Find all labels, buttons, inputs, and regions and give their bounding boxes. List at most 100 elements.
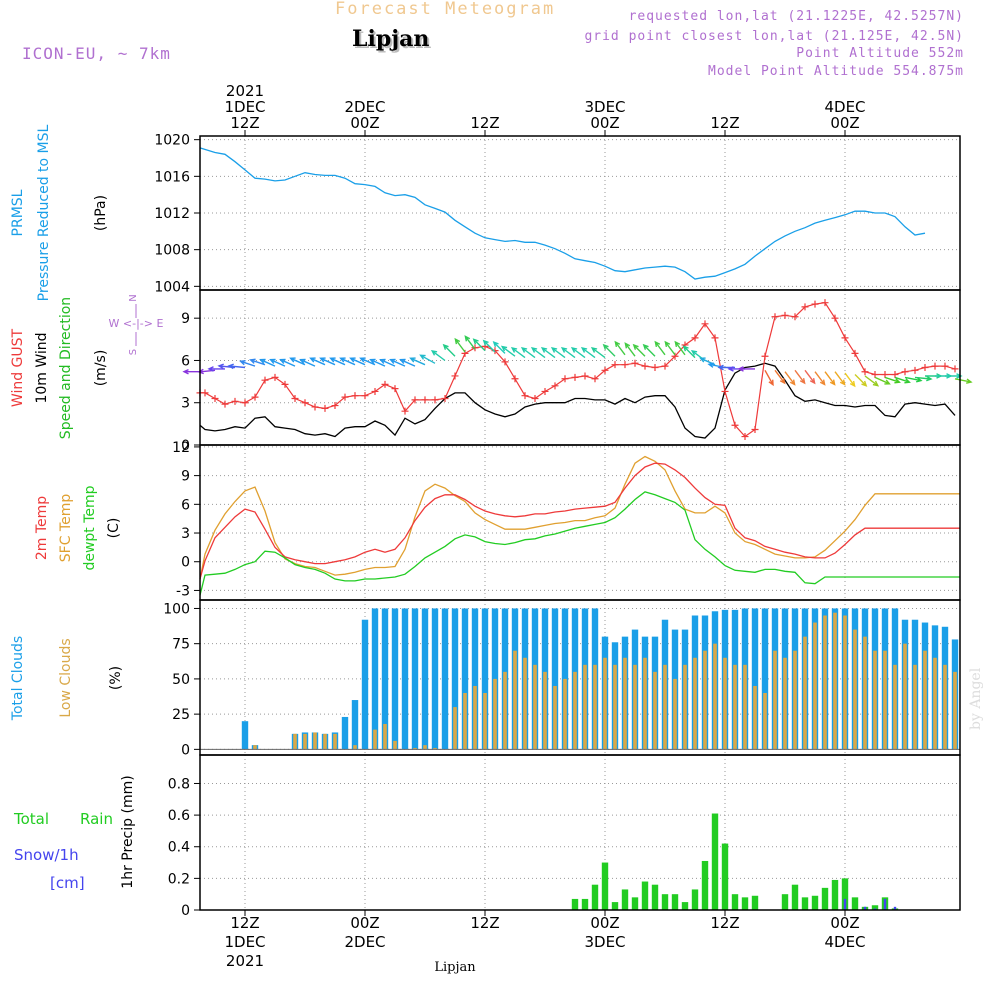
gust-marker xyxy=(601,366,609,374)
ytick-label: 1008 xyxy=(154,243,190,259)
gust-marker xyxy=(871,371,879,379)
low-cloud-bar xyxy=(913,664,917,750)
bottom-time-label: 1DEC xyxy=(224,933,265,951)
gust-marker xyxy=(311,403,319,411)
gust-marker xyxy=(421,396,429,404)
wind-direction-arrow xyxy=(464,335,476,350)
gust-marker xyxy=(211,395,219,402)
gust-marker xyxy=(521,392,529,400)
wind-direction-arrow xyxy=(864,375,880,387)
low-cloud-bar xyxy=(253,745,257,750)
gust-marker xyxy=(641,362,649,370)
low-cloud-bar xyxy=(933,657,937,750)
wind-direction-arrow xyxy=(249,358,266,366)
low-cloud-bar xyxy=(703,650,707,750)
ytick-label: 1020 xyxy=(154,133,190,149)
rain-bar xyxy=(831,879,839,910)
wind-direction-arrow xyxy=(844,372,856,388)
low-cloud-bar xyxy=(873,650,877,750)
wind-direction-arrow xyxy=(804,369,816,385)
low-cloud-bar xyxy=(733,664,737,750)
gust-marker xyxy=(411,396,419,404)
low-cloud-bar xyxy=(583,664,587,750)
gust-marker xyxy=(351,392,359,400)
ytick-label: 6 xyxy=(181,353,190,369)
low-cloud-bar xyxy=(303,733,307,750)
rain-bar xyxy=(711,813,719,910)
low-cloud-bar xyxy=(893,664,897,750)
wind-direction-arrow xyxy=(834,371,846,386)
ytick-label: -3 xyxy=(176,583,190,599)
gust-marker xyxy=(581,372,589,380)
low-cloud-bar xyxy=(523,657,527,750)
low-cloud-bar xyxy=(623,657,627,750)
low-cloud-bar xyxy=(413,747,417,750)
bottom-time-label: 4DEC xyxy=(824,933,865,951)
bottom-time-label: 2DEC xyxy=(344,933,385,951)
wind-direction-arrow xyxy=(339,357,356,366)
snow-bar xyxy=(873,908,877,910)
rain-bar xyxy=(581,898,589,910)
gust-marker xyxy=(731,421,739,429)
ytick-label: 0 xyxy=(181,438,190,454)
rain-bar xyxy=(681,902,689,910)
wind-direction-arrow xyxy=(945,373,963,379)
series-sfc xyxy=(199,455,960,580)
rain-bar xyxy=(871,905,879,910)
gust-marker xyxy=(391,385,399,393)
low-cloud-bar xyxy=(633,664,637,750)
wind-direction-arrow xyxy=(182,368,200,375)
top-time-label: 2DEC xyxy=(344,98,385,116)
gust-marker xyxy=(401,407,409,415)
gust-marker xyxy=(441,395,449,402)
wind-direction-arrow xyxy=(472,338,486,352)
series-t2m xyxy=(199,462,960,580)
total-cloud-bar xyxy=(551,608,559,750)
snow-bar xyxy=(883,898,887,910)
rain-bar xyxy=(671,894,679,910)
wind-direction-arrow xyxy=(540,347,556,359)
low-cloud-bar xyxy=(533,664,537,750)
panel-precip: 0 0.2 0.4 0.6 0.8 xyxy=(168,755,960,919)
top-time-label: 00Z xyxy=(830,114,859,132)
rain-bar xyxy=(601,862,609,910)
gust-marker xyxy=(561,375,569,383)
wind-direction-arrow xyxy=(419,354,436,364)
gust-marker xyxy=(331,402,339,410)
top-time-label: 12Z xyxy=(230,114,259,132)
rain-bar xyxy=(781,894,789,910)
low-cloud-bar xyxy=(663,664,667,750)
gust-marker xyxy=(341,393,349,401)
gust-marker xyxy=(511,375,519,383)
low-cloud-bar xyxy=(853,629,857,750)
low-cloud-bar xyxy=(383,724,387,750)
bottom-time-label: 00Z xyxy=(590,914,619,932)
model-altitude: Model Point Altitude 554.875m xyxy=(708,64,964,79)
gust-marker xyxy=(721,387,729,395)
sfc-temp-label: SFC Temp xyxy=(58,494,74,563)
gust-marker xyxy=(771,313,779,321)
total-cloud-bar xyxy=(341,716,349,750)
rain-bar xyxy=(791,884,799,910)
ytick-label: 1004 xyxy=(154,279,190,295)
gust-marker xyxy=(251,393,259,401)
snow-bar xyxy=(843,898,847,910)
compass-north: N xyxy=(128,294,139,301)
gust-marker xyxy=(941,362,949,370)
wind-direction-arrow xyxy=(824,371,836,386)
wind-direction-arrow xyxy=(954,378,973,384)
wind-direction-arrow xyxy=(430,349,446,362)
rain-bar xyxy=(841,878,849,910)
rain-bar xyxy=(691,889,699,910)
wind-direction-arrow xyxy=(349,357,366,366)
wind-direction-arrow xyxy=(299,358,316,367)
gust-marker xyxy=(831,314,839,322)
wind-direction-arrow xyxy=(207,366,225,372)
wind-direction-arrow xyxy=(737,366,755,372)
total-cloud-bar xyxy=(391,608,399,750)
wind-direction-arrow xyxy=(570,347,586,359)
gust-marker xyxy=(711,334,719,342)
panel-frame-precip xyxy=(199,754,961,911)
low-cloud-bar xyxy=(293,733,297,750)
